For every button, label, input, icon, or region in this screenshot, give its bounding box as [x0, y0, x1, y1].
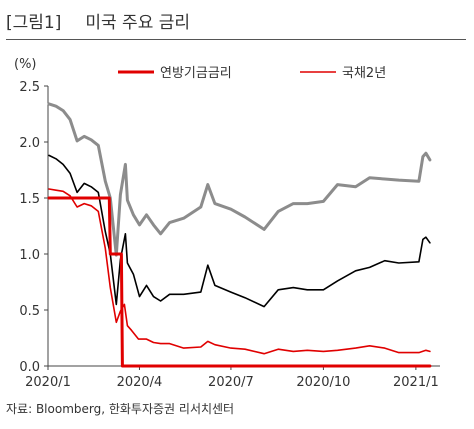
series-line-fed-funds: [47, 196, 432, 368]
x-tick-label: 2021/1: [393, 375, 439, 390]
y-tick-label: 0.0: [19, 360, 40, 375]
series-layer: [47, 102, 432, 368]
y-tick-label: 1.0: [19, 248, 40, 263]
source-note: 자료: Bloomberg, 한화투자증권 리서치센터: [6, 402, 235, 416]
y-tick-label: 1.5: [19, 192, 40, 207]
x-tick-label: 2020/7: [208, 375, 254, 390]
legend-label: 연방기금금리: [160, 66, 232, 81]
x-tick-label: 2020/1: [25, 375, 71, 390]
y-tick-label: 0.5: [19, 304, 40, 319]
y-tick-label: 2.0: [19, 136, 40, 151]
legend-label: 국채2년: [342, 66, 386, 81]
y-tick-label: 2.5: [19, 80, 40, 95]
figure-title: [그림1] 미국 주요 금리: [6, 8, 190, 33]
x-axis: 2020/1 2020/4 2020/7 2020/10 2021/1: [25, 366, 439, 390]
legend: 연방기금금리 국채2년: [118, 66, 386, 81]
y-axis: 0.0 0.5 1.0 1.5 2.0 2.5: [19, 80, 48, 375]
series-line-treasury-2y: [48, 188, 431, 355]
y-unit-label: (%): [14, 57, 37, 72]
series-line-black: [48, 154, 431, 308]
plot-frame: [47, 86, 440, 367]
x-tick-label: 2020/4: [117, 375, 163, 390]
title-divider: [6, 39, 466, 40]
figure-tag: [그림1]: [6, 13, 62, 33]
x-tick-label: 2020/10: [296, 375, 350, 390]
figure-title-text: 미국 주요 금리: [85, 13, 191, 33]
series-line-gray: [47, 102, 432, 257]
